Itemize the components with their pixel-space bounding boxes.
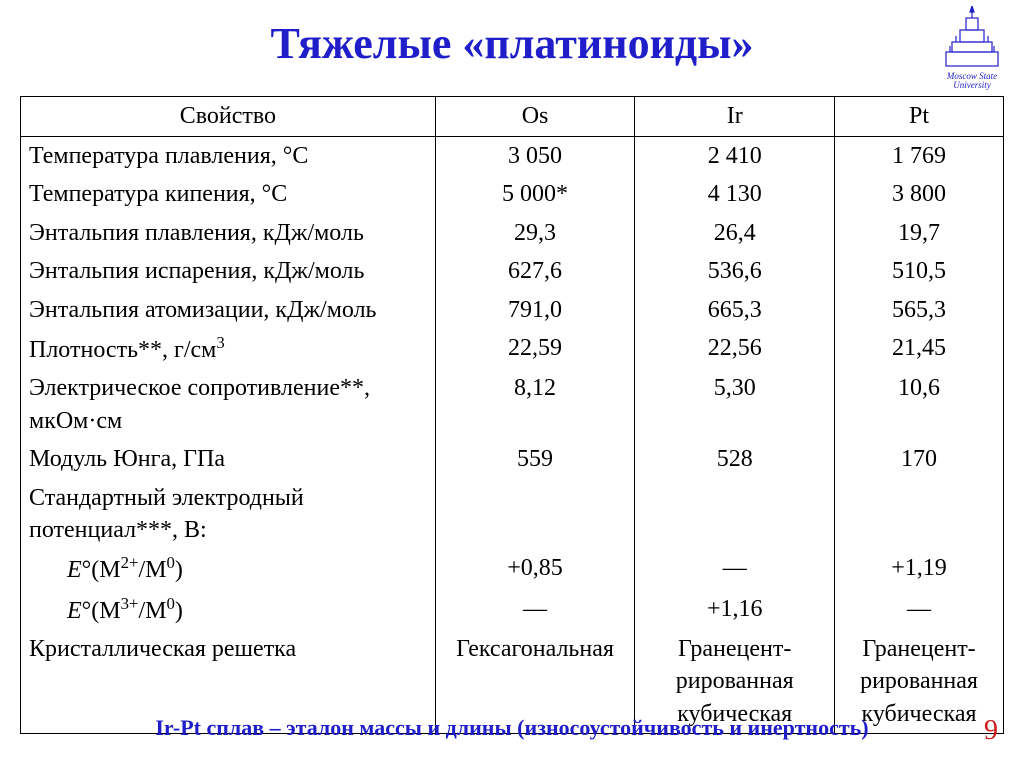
cell-os: —	[435, 590, 635, 630]
cell-pt: +1,19	[835, 549, 1004, 589]
cell-ir: 4 130	[635, 175, 835, 213]
table-header-row: Свойство Os Ir Pt	[21, 97, 1004, 137]
cell-os	[435, 479, 635, 550]
table-row: Температура кипения, °C5 000*4 1303 800	[21, 175, 1004, 213]
table-row: Плотность**, г/см322,5922,5621,45	[21, 329, 1004, 369]
cell-os: 791,0	[435, 291, 635, 329]
cell-property: Температура кипения, °C	[21, 175, 436, 213]
table-row: E°(M3+/M0)—+1,16—	[21, 590, 1004, 630]
cell-os: 3 050	[435, 137, 635, 176]
cell-ir	[635, 479, 835, 550]
properties-table-wrap: Свойство Os Ir Pt Температура плавления,…	[20, 96, 1004, 734]
table-row: Электрическое сопротивление**,мкОм·см8,1…	[21, 369, 1004, 440]
cell-pt: 170	[835, 440, 1004, 478]
slide-title: Тяжелые «платиноиды»	[0, 18, 1024, 69]
cell-ir: 22,56	[635, 329, 835, 369]
cell-pt: —	[835, 590, 1004, 630]
cell-pt: 10,6	[835, 369, 1004, 440]
cell-ir: 2 410	[635, 137, 835, 176]
cell-property: E°(M3+/M0)	[21, 590, 436, 630]
cell-property: Энтальпия плавления, кДж/моль	[21, 214, 436, 252]
cell-ir: 26,4	[635, 214, 835, 252]
slide: Тяжелые «платиноиды» Moscow State Univer…	[0, 0, 1024, 767]
cell-os: 559	[435, 440, 635, 478]
cell-ir: 536,6	[635, 252, 835, 290]
cell-property: Электрическое сопротивление**,мкОм·см	[21, 369, 436, 440]
cell-ir: —	[635, 549, 835, 589]
cell-ir: 5,30	[635, 369, 835, 440]
cell-pt: 19,7	[835, 214, 1004, 252]
cell-property: Энтальпия испарения, кДж/моль	[21, 252, 436, 290]
cell-os: 8,12	[435, 369, 635, 440]
cell-property: Стандартный электродныйпотенциал***, В:	[21, 479, 436, 550]
col-header-ir: Ir	[635, 97, 835, 137]
table-row: Энтальпия испарения, кДж/моль627,6536,65…	[21, 252, 1004, 290]
cell-pt: 21,45	[835, 329, 1004, 369]
table-row: Стандартный электродныйпотенциал***, В:	[21, 479, 1004, 550]
logo-caption: Moscow State University	[932, 72, 1012, 90]
cell-pt: 1 769	[835, 137, 1004, 176]
cell-ir: 665,3	[635, 291, 835, 329]
university-logo: Moscow State University	[932, 6, 1012, 90]
cell-os: 22,59	[435, 329, 635, 369]
cell-pt: 510,5	[835, 252, 1004, 290]
cell-pt: 3 800	[835, 175, 1004, 213]
page-number: 9	[984, 715, 998, 747]
cell-os: 29,3	[435, 214, 635, 252]
cell-os: +0,85	[435, 549, 635, 589]
col-header-property: Свойство	[21, 97, 436, 137]
table-row: E°(M2+/M0)+0,85—+1,19	[21, 549, 1004, 589]
properties-table: Свойство Os Ir Pt Температура плавления,…	[20, 96, 1004, 734]
table-row: Температура плавления, °C3 0502 4101 769	[21, 137, 1004, 176]
col-header-pt: Pt	[835, 97, 1004, 137]
table-row: Модуль Юнга, ГПа559528170	[21, 440, 1004, 478]
cell-property: Плотность**, г/см3	[21, 329, 436, 369]
cell-os: 627,6	[435, 252, 635, 290]
cell-ir: 528	[635, 440, 835, 478]
cell-pt: 565,3	[835, 291, 1004, 329]
cell-ir: +1,16	[635, 590, 835, 630]
building-icon	[942, 6, 1002, 70]
cell-pt	[835, 479, 1004, 550]
cell-property: Модуль Юнга, ГПа	[21, 440, 436, 478]
table-row: Энтальпия атомизации, кДж/моль791,0665,3…	[21, 291, 1004, 329]
cell-property: Температура плавления, °C	[21, 137, 436, 176]
cell-property: E°(M2+/M0)	[21, 549, 436, 589]
cell-property: Энтальпия атомизации, кДж/моль	[21, 291, 436, 329]
table-row: Энтальпия плавления, кДж/моль29,326,419,…	[21, 214, 1004, 252]
cell-os: 5 000*	[435, 175, 635, 213]
col-header-os: Os	[435, 97, 635, 137]
footnote: Ir-Pt сплав – эталон массы и длины (изно…	[0, 715, 1024, 741]
